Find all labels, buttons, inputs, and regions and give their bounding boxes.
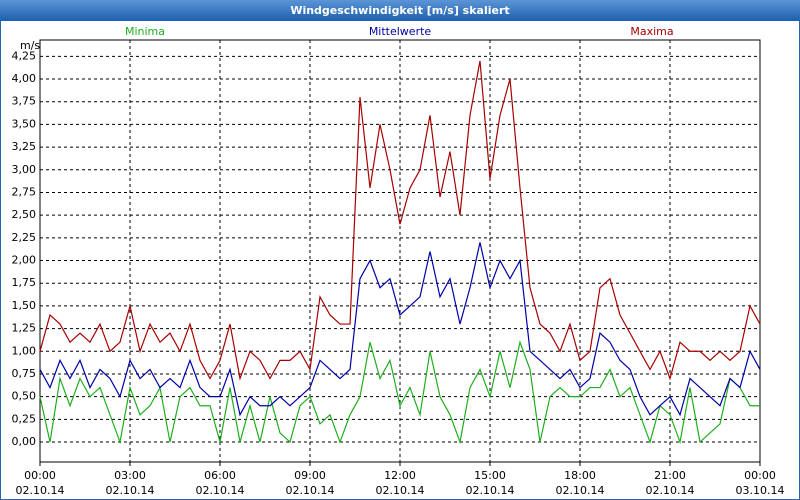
x-tick-date: 02.10.14 — [646, 484, 695, 497]
x-tick-label: 15:00 — [474, 469, 506, 482]
y-tick-label: 1,25 — [12, 322, 37, 335]
y-tick-label: 0,25 — [12, 412, 37, 425]
title-bar — [0, 0, 800, 21]
legend-label: Maxima — [630, 25, 673, 38]
x-tick-label: 00:00 — [744, 469, 776, 482]
x-tick-date: 02.10.14 — [376, 484, 425, 497]
x-tick-label: 12:00 — [384, 469, 416, 482]
y-tick-label: 3,25 — [12, 140, 37, 153]
y-axis-label: m/s — [20, 39, 40, 52]
legend-label: Mittelwerte — [369, 25, 432, 38]
y-tick-label: 2,25 — [12, 231, 37, 244]
x-tick-date: 03.10.14 — [736, 484, 785, 497]
y-tick-label: 4,00 — [12, 72, 37, 85]
y-tick-label: 2,50 — [12, 208, 37, 221]
x-tick-date: 02.10.14 — [286, 484, 335, 497]
x-tick-label: 09:00 — [294, 469, 326, 482]
legend-label: Minima — [125, 25, 165, 38]
x-tick-label: 18:00 — [564, 469, 596, 482]
y-tick-label: 0,75 — [12, 367, 37, 380]
y-tick-label: 0,50 — [12, 390, 37, 403]
x-tick-label: 06:00 — [204, 469, 236, 482]
x-tick-date: 02.10.14 — [466, 484, 515, 497]
x-tick-date: 02.10.14 — [196, 484, 245, 497]
y-tick-label: 1,75 — [12, 276, 37, 289]
x-tick-date: 02.10.14 — [556, 484, 605, 497]
y-tick-label: 1,00 — [12, 344, 37, 357]
y-tick-label: 2,75 — [12, 185, 37, 198]
x-tick-date: 02.10.14 — [16, 484, 65, 497]
x-tick-label: 03:00 — [114, 469, 146, 482]
y-tick-label: 1,50 — [12, 299, 37, 312]
y-tick-label: 0,00 — [12, 435, 37, 448]
x-tick-label: 00:00 — [24, 469, 56, 482]
y-tick-label: 3,75 — [12, 95, 37, 108]
y-tick-label: 3,00 — [12, 163, 37, 176]
series-line — [39, 242, 761, 417]
y-tick-label: 2,00 — [12, 254, 37, 267]
chart-title: Windgeschwindigkeit [m/s] skaliert — [290, 4, 509, 17]
y-tick-label: 3,50 — [12, 117, 37, 130]
y-tick-label: 4,25 — [12, 49, 37, 62]
x-tick-label: 21:00 — [654, 469, 686, 482]
x-tick-date: 02.10.14 — [106, 484, 155, 497]
series-line — [39, 60, 761, 381]
